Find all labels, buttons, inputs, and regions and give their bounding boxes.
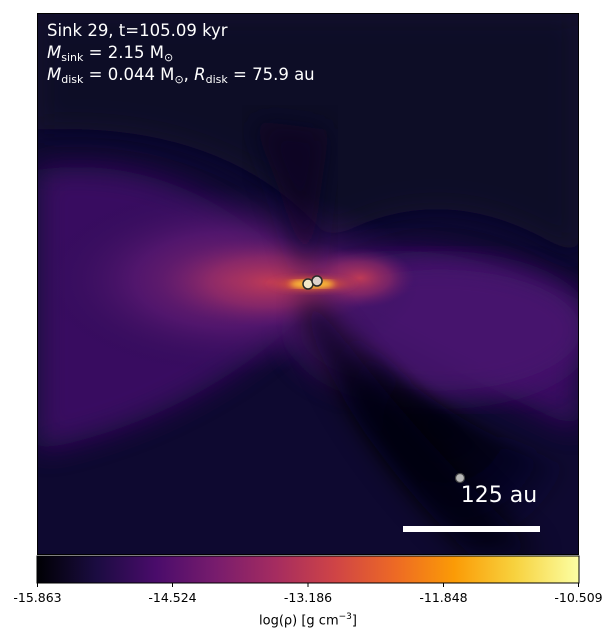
panel-frame xyxy=(37,13,579,555)
disk-radius-value: = 75.9 au xyxy=(227,65,315,84)
scale-bar xyxy=(403,526,540,532)
disk-separator: , xyxy=(183,65,195,84)
colorbar-ticks xyxy=(37,583,579,587)
sink-particle-distant xyxy=(454,472,466,484)
colorbar-tick-label: -13.186 xyxy=(283,590,333,605)
colorbar-label-end: ] xyxy=(351,613,357,629)
disk-mass-value: = 0.044 M xyxy=(83,65,175,84)
density-image-panel xyxy=(37,13,579,555)
sink-mass-line: Msink = 2.15 M⊙ xyxy=(47,43,173,68)
disk-mass-unit-subscript: ⊙ xyxy=(174,73,184,86)
sink-mass-value: = 2.15 M xyxy=(83,43,164,62)
sink-mass-unit-subscript: ⊙ xyxy=(163,51,174,64)
sink-mass-subscript: sink xyxy=(61,51,84,64)
disk-properties-line: Mdisk = 0.044 M⊙, Rdisk = 75.9 au xyxy=(47,65,315,90)
colorbar-tick-label: -15.863 xyxy=(13,590,62,605)
sink-particle-companion xyxy=(311,275,323,287)
colorbar-tick-label: -10.509 xyxy=(554,590,603,605)
sink-mass-symbol: M xyxy=(47,43,62,62)
colorbar-label-exponent: −3 xyxy=(338,612,352,622)
colorbar xyxy=(36,555,580,584)
colorbar-tick-label: -11.848 xyxy=(419,590,468,605)
colorbar-tick-label: -14.524 xyxy=(148,590,197,605)
disk-mass-subscript: disk xyxy=(61,73,84,86)
disk-radius-subscript: disk xyxy=(205,73,228,86)
disk-radius-symbol: R xyxy=(194,65,206,84)
sink-title: Sink 29, t=105.09 kyr xyxy=(47,21,228,40)
scale-bar-label: 125 au xyxy=(460,483,538,508)
disk-mass-symbol: M xyxy=(47,65,62,84)
colorbar-axis-label: log(ρ) [g cm−3] xyxy=(259,612,357,628)
colorbar-label-main: log(ρ) [g cm xyxy=(259,613,339,629)
